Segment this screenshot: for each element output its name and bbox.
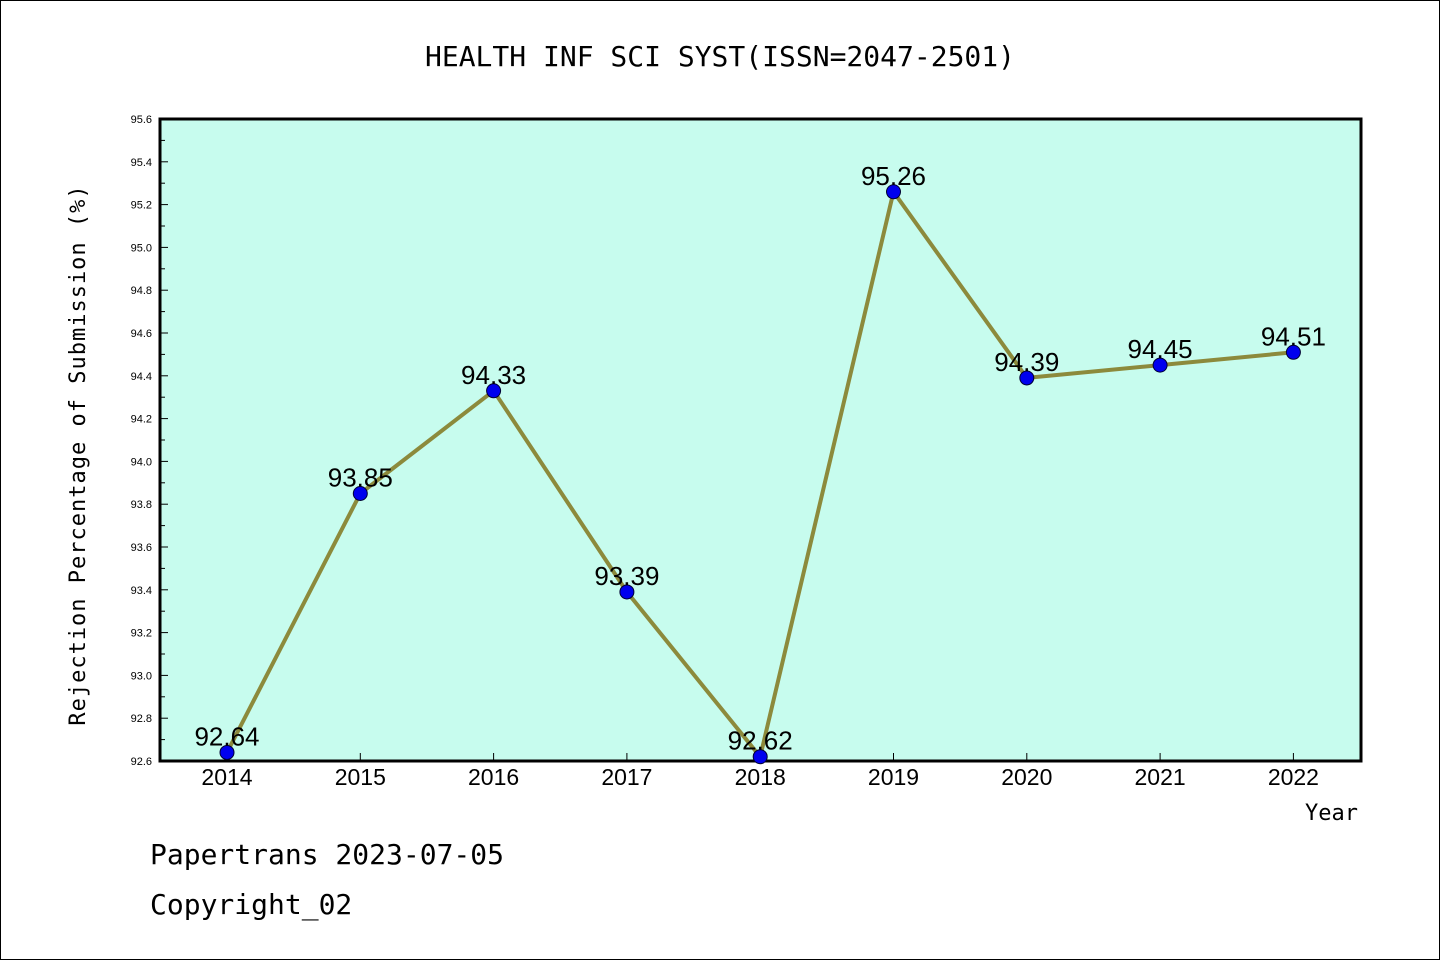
data-point (486, 383, 502, 399)
data-label: 92.62 (728, 726, 793, 756)
data-label: 94.33 (461, 360, 526, 390)
data-markers (219, 184, 1301, 765)
data-point (619, 584, 635, 600)
data-label: 94.39 (994, 347, 1059, 377)
data-point (886, 184, 901, 200)
data-point (352, 486, 368, 501)
data-label: 93.85 (328, 463, 393, 493)
y-tick-label: 92.6 (131, 756, 152, 768)
data-label: 94.45 (1128, 334, 1193, 364)
x-tick-label: 2014 (201, 764, 252, 790)
x-tick-label: 2020 (1001, 764, 1052, 790)
chart-title: HEALTH INF SCI SYST(ISSN=2047-2501) (425, 40, 1015, 73)
x-tick-label: 2017 (601, 764, 652, 790)
data-labels: 92.64 93.85 94.33 93.39 92.62 95.26 94.39 94.45… (194, 161, 1325, 756)
x-tick-label: 2019 (868, 764, 919, 790)
y-tick-label: 93.6 (131, 542, 152, 554)
data-point (752, 749, 768, 765)
data-label: 95.26 (861, 161, 926, 191)
data-label: 92.64 (194, 721, 259, 751)
data-point (1019, 370, 1035, 386)
y-tick-label: 92.8 (131, 713, 152, 725)
x-tick-label: 2016 (468, 764, 519, 790)
data-point (219, 744, 235, 760)
y-tick-label: 94.2 (131, 414, 152, 426)
y-tick-label: 93.4 (131, 585, 152, 597)
plot-area (158, 117, 1363, 763)
y-tick-label: 95.6 (131, 114, 152, 126)
y-tick-label: 95.4 (131, 157, 152, 169)
y-tick-label: 93.8 (131, 499, 152, 511)
x-tick-label: 2015 (335, 764, 386, 790)
y-tick-label: 93.2 (131, 628, 152, 640)
y-tick-label: 95.0 (131, 242, 152, 254)
footer-copyright: Copyright_02 (150, 888, 352, 922)
data-label: 94.51 (1261, 321, 1326, 351)
y-tick-label: 93.0 (131, 670, 152, 682)
footer-date: Papertrans 2023-07-05 (150, 838, 504, 871)
data-point (1285, 344, 1301, 360)
data-point (1152, 357, 1168, 373)
y-axis-label: Rejection Percentage of Submission (%) (66, 184, 91, 725)
y-axis: 92.6 92.8 93.0 93.2 93.4 93.6 93.8 94.0 94.2 94.4… (131, 114, 168, 768)
x-axis: 2014 2015 2016 2017 2018 2019 2020 2021 2022 (201, 753, 1319, 790)
x-axis-label: Year (1305, 801, 1358, 826)
y-tick-label: 94.6 (131, 328, 152, 340)
x-tick-label: 2021 (1135, 764, 1186, 790)
y-tick-label: 94.8 (131, 285, 152, 297)
y-tick-label: 94.4 (131, 371, 152, 383)
y-tick-label: 94.0 (131, 456, 152, 468)
x-tick-label: 2018 (735, 764, 786, 790)
y-tick-label: 95.2 (131, 200, 152, 212)
x-tick-label: 2022 (1268, 764, 1319, 790)
data-label: 93.39 (594, 561, 659, 591)
